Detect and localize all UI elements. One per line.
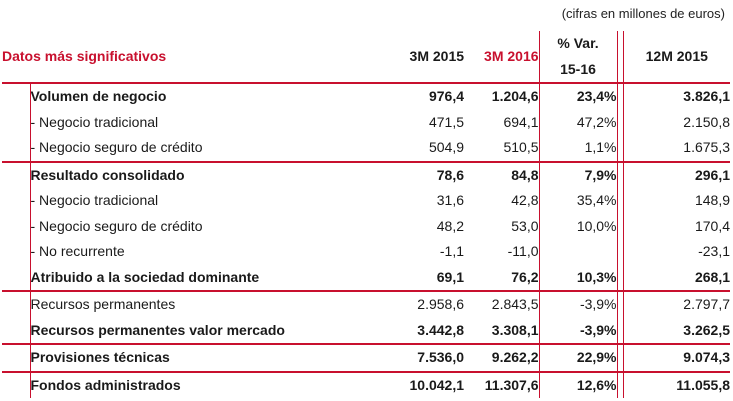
cell-12m2015: 9.074,3 [622, 343, 731, 372]
table-row-provisiones-tecnicas: Provisiones técnicas 7.536,0 9.262,2 22,… [2, 343, 731, 372]
table-header-row: Datos más significativos 3M 2015 3M 2016… [2, 31, 731, 83]
row-label: - Negocio tradicional [30, 113, 159, 130]
cell-12m2015: 268,1 [622, 264, 731, 291]
table-row-resultado-consolidado: Resultado consolidado 78,6 84,8 7,9% 296… [2, 160, 731, 188]
row-label: Volumen de negocio [30, 88, 167, 104]
cell-3m2015: 69,1 [436, 268, 465, 285]
cell-3m2015: 7.536,0 [382, 343, 465, 372]
cell-12m2015: 2.150,8 [622, 109, 731, 135]
cell-3m2016: 510,5 [503, 139, 539, 155]
table-row-volumen-negocio: Volumen de negocio 976,4 1.204,6 23,4% 3… [2, 83, 731, 110]
cell-3m2016: 1.204,6 [491, 88, 539, 104]
cell-3m2015: 10.042,1 [382, 370, 465, 398]
row-label: - No recurrente [30, 243, 125, 259]
cell-variation: 12,6% [538, 370, 618, 398]
cell-variation: 1,1% [538, 135, 618, 162]
cell-3m2016: 694,1 [503, 113, 539, 130]
row-label: - Negocio seguro de crédito [30, 139, 203, 155]
cell-3m2016: 11.307,6 [464, 370, 540, 398]
row-label: Atribuido a la sociedad dominante [30, 268, 260, 285]
row-label: Resultado consolidado [30, 160, 383, 188]
cell-12m2015: 2.797,7 [622, 290, 731, 318]
table-row-atribuido-sociedad-dominante: Atribuido a la sociedad dominante 69,1 7… [2, 264, 731, 291]
cell-variation: 35,4% [538, 188, 618, 214]
cell-3m2016: 2.843,5 [464, 290, 540, 318]
cell-3m2015: -1,1 [439, 243, 465, 259]
cell-3m2016: 53,0 [511, 217, 539, 234]
cell-12m2015: 3.262,5 [622, 317, 731, 344]
cell-12m2015: 11.055,8 [622, 370, 731, 398]
cell-12m2015: 296,1 [622, 160, 731, 188]
cell-3m2016: 42,8 [511, 192, 539, 208]
cell-variation: 22,9% [538, 343, 618, 372]
table-row-fondos-administrados: Fondos administrados 10.042,1 11.307,6 1… [2, 370, 731, 398]
units-note: (cifras en millones de euros) [561, 6, 725, 21]
row-label: - Negocio seguro de crédito [30, 217, 203, 234]
cell-3m2015: 471,5 [428, 113, 465, 130]
cell-variation: 23,4% [538, 83, 618, 110]
cell-3m2016: 76,2 [511, 268, 539, 285]
cell-3m2016: -11,0 [507, 243, 539, 259]
cell-3m2016: 84,8 [464, 160, 540, 188]
cell-12m2015: 3.826,1 [622, 83, 731, 110]
table-row-negocio-tradicional: - Negocio tradicional 471,5 694,1 47,2% … [2, 109, 731, 135]
col-header-variation-line1: % Var. [557, 35, 599, 51]
cell-variation: 7,9% [538, 160, 618, 188]
cell-12m2015: -23,1 [622, 239, 731, 265]
cell-variation [538, 239, 618, 265]
cell-3m2016: 3.308,1 [491, 321, 539, 338]
table-row-resultado-seguro-credito: - Negocio seguro de crédito 48,2 53,0 10… [2, 213, 731, 239]
row-label: - Negocio tradicional [30, 192, 159, 208]
cell-variation: 47,2% [538, 109, 618, 135]
col-header-12m2015: 12M 2015 [622, 31, 731, 83]
cell-variation: 10,3% [538, 264, 618, 291]
cell-3m2015: 78,6 [382, 160, 465, 188]
row-label: Recursos permanentes [30, 290, 383, 318]
col-header-3m2015: 3M 2015 [409, 47, 465, 64]
row-label: Provisiones técnicas [30, 343, 383, 372]
cell-variation: -3,9% [538, 290, 618, 318]
cell-3m2016: 9.262,2 [464, 343, 540, 372]
cell-variation: 10,0% [538, 213, 618, 239]
table-row-negocio-seguro-credito: - Negocio seguro de crédito 504,9 510,5 … [2, 135, 731, 162]
table-row-recursos-permanentes-valor-mercado: Recursos permanentes valor mercado 3.442… [2, 317, 731, 344]
row-label: Fondos administrados [30, 370, 383, 398]
table-title: Datos más significativos [2, 47, 167, 64]
financial-summary-table: Datos más significativos 3M 2015 3M 2016… [2, 31, 731, 398]
cell-3m2015: 31,6 [436, 192, 465, 208]
cell-3m2015: 976,4 [428, 88, 465, 104]
cell-3m2015: 2.958,6 [382, 290, 465, 318]
cell-3m2015: 48,2 [436, 217, 465, 234]
cell-variation: -3,9% [538, 317, 618, 344]
cell-12m2015: 148,9 [622, 188, 731, 214]
cell-12m2015: 170,4 [622, 213, 731, 239]
row-label: Recursos permanentes valor mercado [30, 321, 285, 338]
col-header-variation-line2: 15-16 [560, 60, 596, 77]
cell-3m2015: 3.442,8 [417, 321, 465, 338]
col-header-variation: % Var. 15-16 [538, 31, 618, 83]
table-row-resultado-negocio-tradicional: - Negocio tradicional 31,6 42,8 35,4% 14… [2, 188, 731, 214]
table-row-no-recurrente: - No recurrente -1,1 -11,0 -23,1 [2, 239, 731, 265]
cell-3m2015: 504,9 [428, 139, 465, 155]
table-row-recursos-permanentes: Recursos permanentes 2.958,6 2.843,5 -3,… [2, 290, 731, 318]
cell-12m2015: 1.675,3 [622, 135, 731, 162]
col-header-3m2016: 3M 2016 [484, 47, 539, 64]
